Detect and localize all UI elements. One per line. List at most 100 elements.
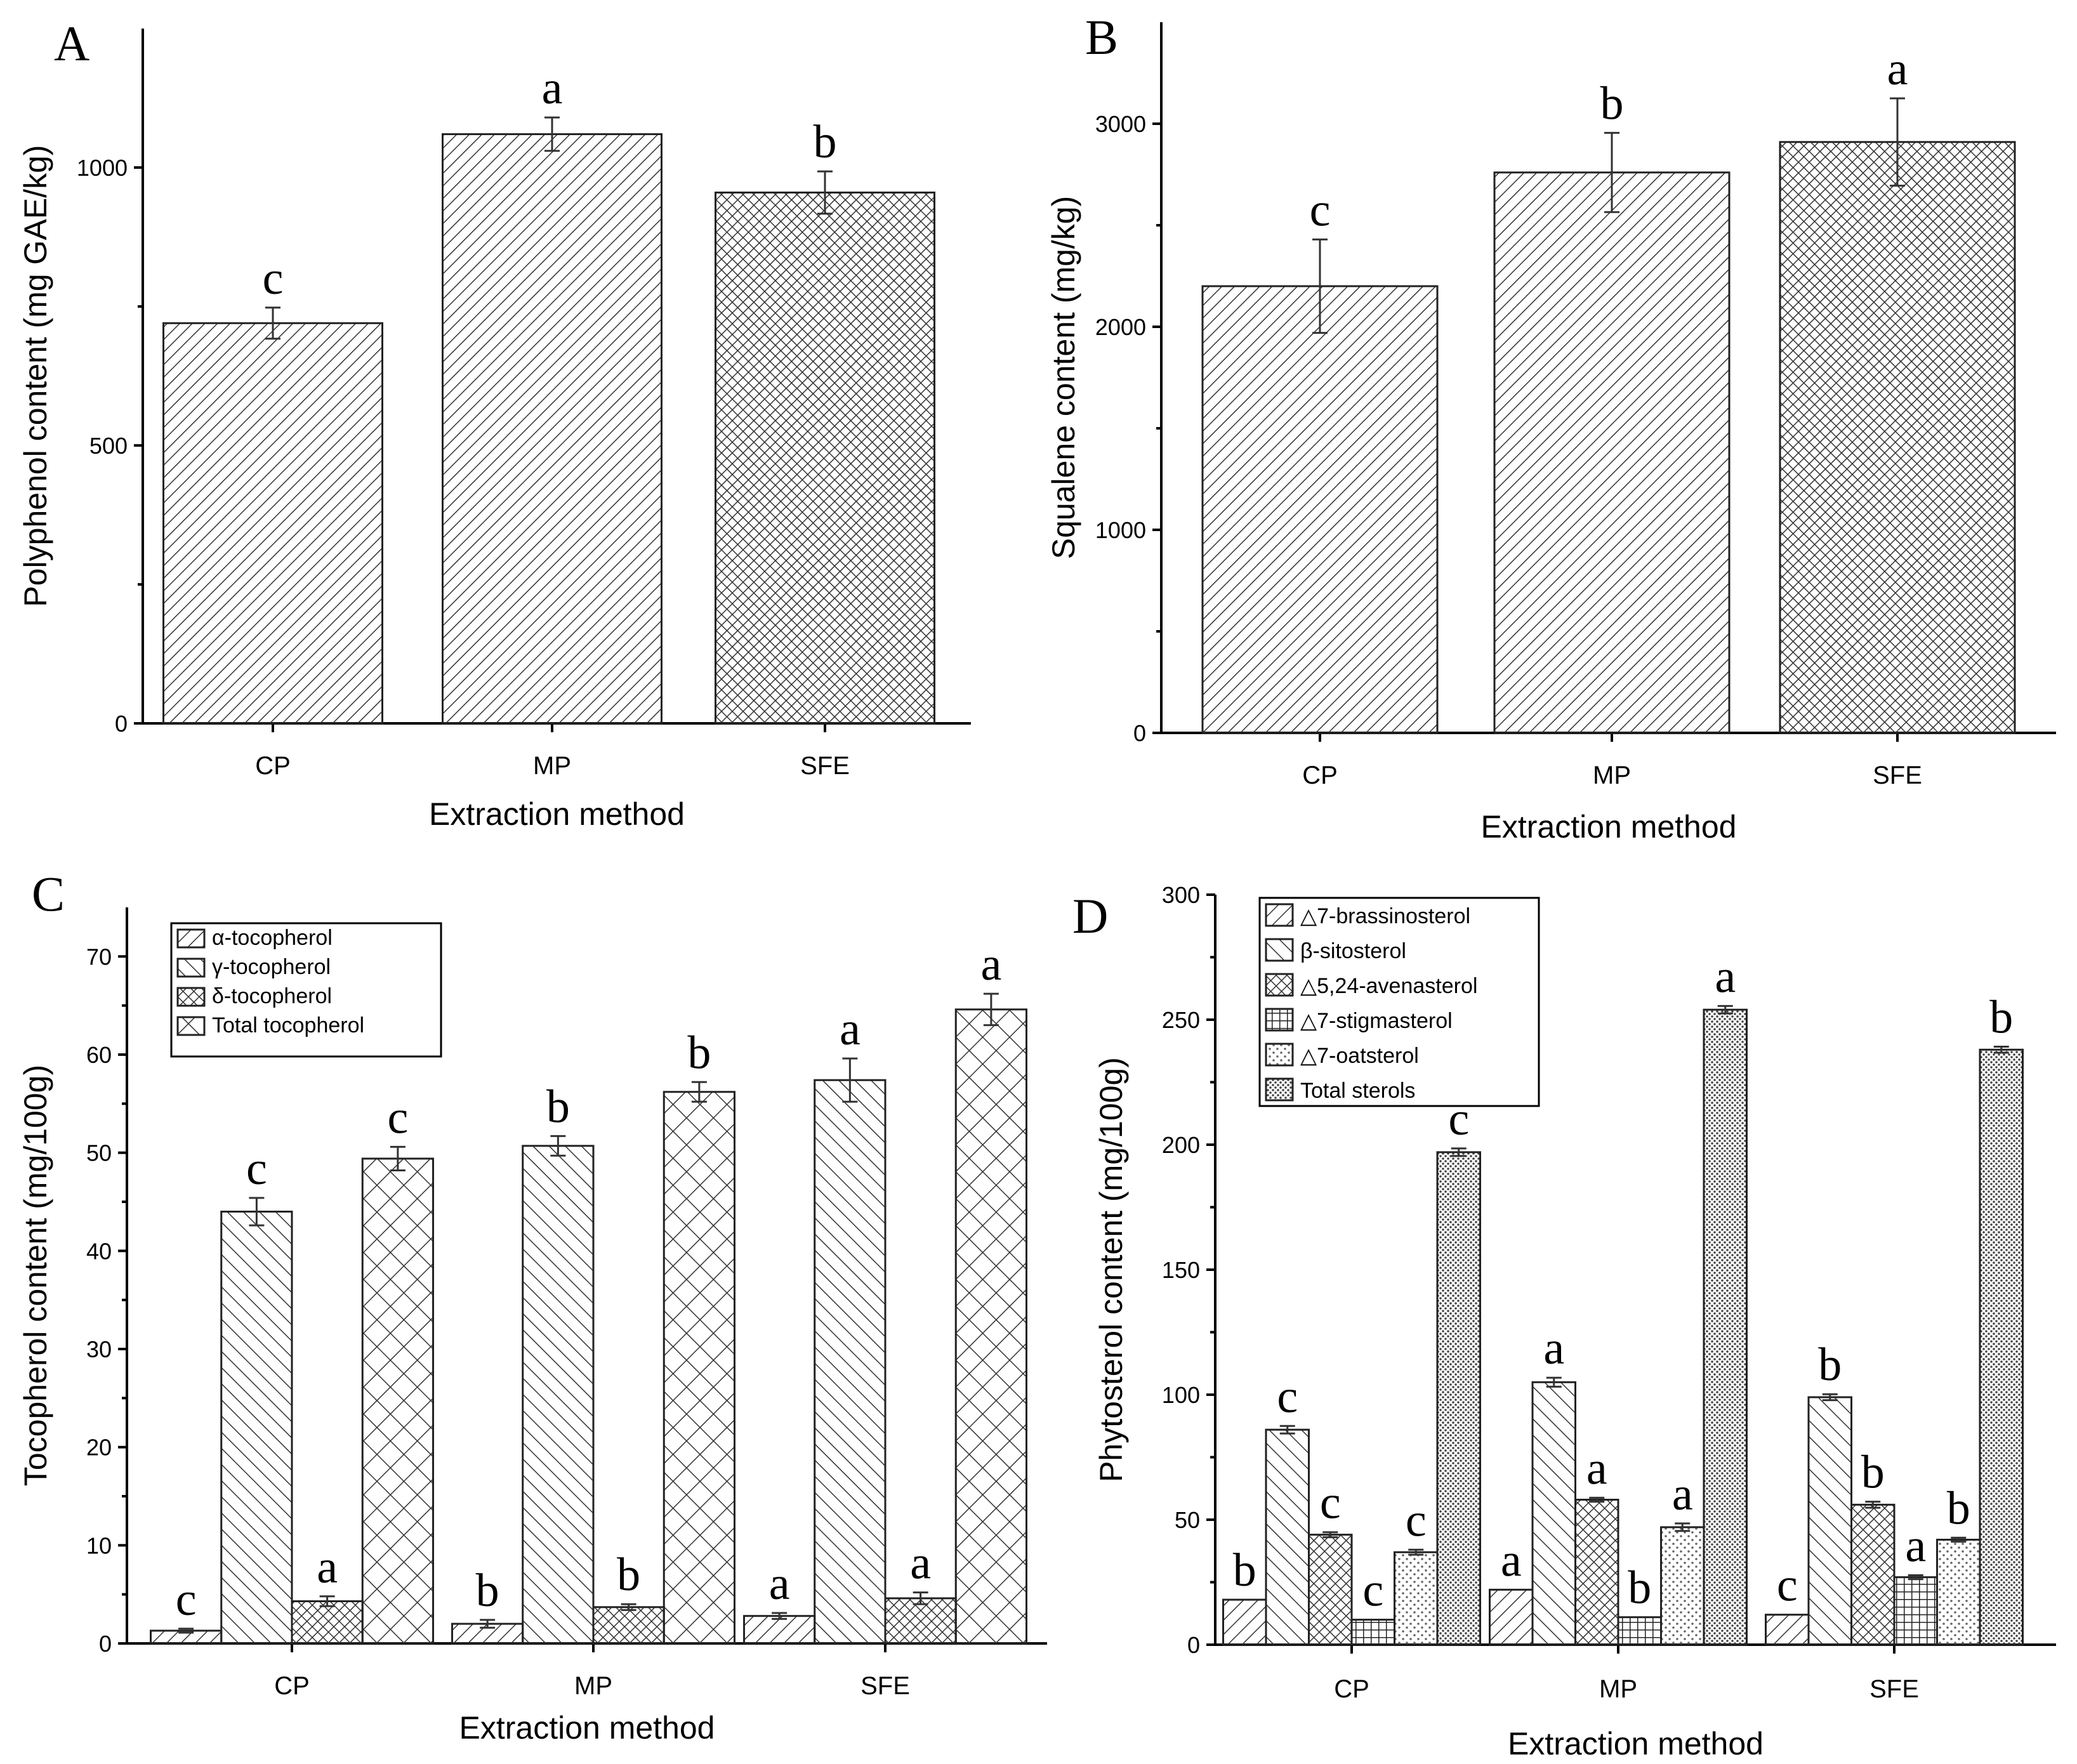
y-tick-label: 60 [86, 1042, 112, 1068]
panel-letter: D [1072, 888, 1108, 944]
bar [361, 1157, 434, 1645]
y-tick-label: 0 [1187, 1632, 1200, 1658]
x-tick-label: CP [274, 1672, 310, 1700]
legend-frame [170, 922, 442, 1058]
bar [1222, 1598, 1267, 1646]
chart-panel-a: 0 500 1000 CP MP SFE Extraction method Polyphen… [18, 16, 971, 832]
y-tick-label: 200 [1162, 1132, 1200, 1158]
x-axis-label: Extraction method [1508, 1726, 1764, 1761]
bar [1436, 1151, 1481, 1646]
y-tick-label: 40 [86, 1238, 112, 1264]
bar [663, 1091, 735, 1645]
y-tick-label: 300 [1162, 882, 1200, 908]
legend-swatch [176, 987, 206, 1007]
x-tick-label: MP [1593, 761, 1631, 789]
y-tick-label: 10 [86, 1532, 112, 1558]
significance-letter: c [246, 1143, 267, 1195]
significance-letter: b [1628, 1562, 1651, 1614]
x-tick-label: MP [574, 1672, 612, 1700]
y-tick-label: 0 [1133, 720, 1146, 746]
bar [1807, 1396, 1852, 1646]
x-tick-label: MP [1599, 1675, 1637, 1703]
significance-letter: a [840, 1003, 860, 1055]
legend-entry: δ-tocopherol [212, 984, 332, 1008]
panel-letter: C [32, 866, 65, 921]
bar [1779, 141, 2016, 734]
bar [1265, 1428, 1310, 1646]
y-axis-label: Phytosterol content (mg/100g) [1093, 1057, 1129, 1482]
bar [1893, 1576, 1938, 1646]
x-tick-label: SFE [1873, 761, 1922, 789]
y-tick-label: 500 [89, 433, 128, 459]
y-tick-label: 100 [1162, 1382, 1200, 1408]
y-tick-label: 50 [86, 1140, 112, 1166]
legend-entry: △7-brassinosterol [1300, 904, 1470, 928]
significance-letter: c [1320, 1477, 1341, 1529]
significance-letter: b [1600, 77, 1624, 129]
bar [1574, 1498, 1619, 1646]
y-tick-label: 150 [1162, 1257, 1200, 1283]
legend-entry: Total tocopherol [212, 1013, 364, 1037]
y-tick-label: 1000 [1095, 517, 1146, 543]
significance-letter: b [1947, 1482, 1970, 1534]
significance-letter: b [814, 116, 837, 168]
legend-entry: △5,24-avenasterol [1300, 974, 1477, 998]
significance-letter: a [1715, 951, 1736, 1003]
significance-letter: c [176, 1574, 197, 1626]
bar [1979, 1048, 2024, 1646]
significance-letter: c [1777, 1560, 1798, 1612]
y-tick-label: 20 [86, 1435, 112, 1461]
significance-letter: a [542, 62, 563, 114]
significance-letter: b [1818, 1339, 1842, 1391]
significance-letter: b [476, 1565, 499, 1617]
significance-letter: a [910, 1537, 931, 1590]
bar [1850, 1503, 1896, 1646]
chart-panel-b: 0 1000 2000 3000 CP MP SFE Extraction method Squ… [1046, 10, 2056, 845]
significance-letter: c [1277, 1371, 1298, 1423]
significance-letter: a [769, 1558, 790, 1610]
y-tick-label: 30 [86, 1336, 112, 1362]
significance-letter: b [546, 1081, 570, 1133]
bar [1765, 1614, 1810, 1646]
bar [592, 1606, 665, 1645]
bar [291, 1600, 364, 1645]
y-tick-label: 1000 [77, 155, 128, 181]
significance-letter: c [263, 253, 284, 305]
legend: α-tocopherol γ-tocopherol δ-tocopherol Tota… [170, 922, 442, 1058]
legend-entry: α-tocopherol [212, 926, 333, 950]
x-tick-label: SFE [860, 1672, 910, 1700]
bar [1308, 1534, 1353, 1646]
x-axis-label: Extraction method [1481, 809, 1737, 845]
significance-letter: c [1406, 1494, 1427, 1546]
bar [162, 322, 383, 725]
x-axis-label: Extraction method [429, 796, 685, 832]
y-axis-label: Tocopherol content (mg/100g) [18, 1065, 53, 1486]
significance-letter: a [1672, 1468, 1693, 1520]
legend-swatch [1265, 1077, 1294, 1102]
legend-swatch [1265, 1008, 1294, 1032]
legend-swatch [1265, 938, 1294, 962]
legend-entry: γ-tocopherol [212, 955, 331, 979]
bar [1660, 1526, 1705, 1646]
legend-swatch [1265, 1043, 1294, 1067]
significance-letter: a [1543, 1322, 1564, 1374]
legend-swatch [176, 1016, 206, 1036]
significance-letter: a [317, 1541, 338, 1593]
bar [1201, 285, 1439, 734]
legend-entry: Total sterols [1300, 1079, 1415, 1103]
x-tick-label: CP [255, 752, 291, 780]
x-axis-label: Extraction method [459, 1710, 715, 1746]
y-tick-label: 250 [1162, 1007, 1200, 1033]
significance-letter: c [387, 1091, 408, 1143]
y-tick-label: 70 [86, 944, 112, 970]
legend-swatch [176, 958, 206, 978]
x-tick-label: SFE [800, 752, 850, 780]
bar [814, 1079, 887, 1645]
significance-letter: b [687, 1027, 711, 1079]
significance-letter: b [1989, 992, 2013, 1044]
significance-letter: b [1861, 1447, 1885, 1499]
bar [1350, 1619, 1395, 1646]
legend-swatch [1265, 903, 1294, 927]
